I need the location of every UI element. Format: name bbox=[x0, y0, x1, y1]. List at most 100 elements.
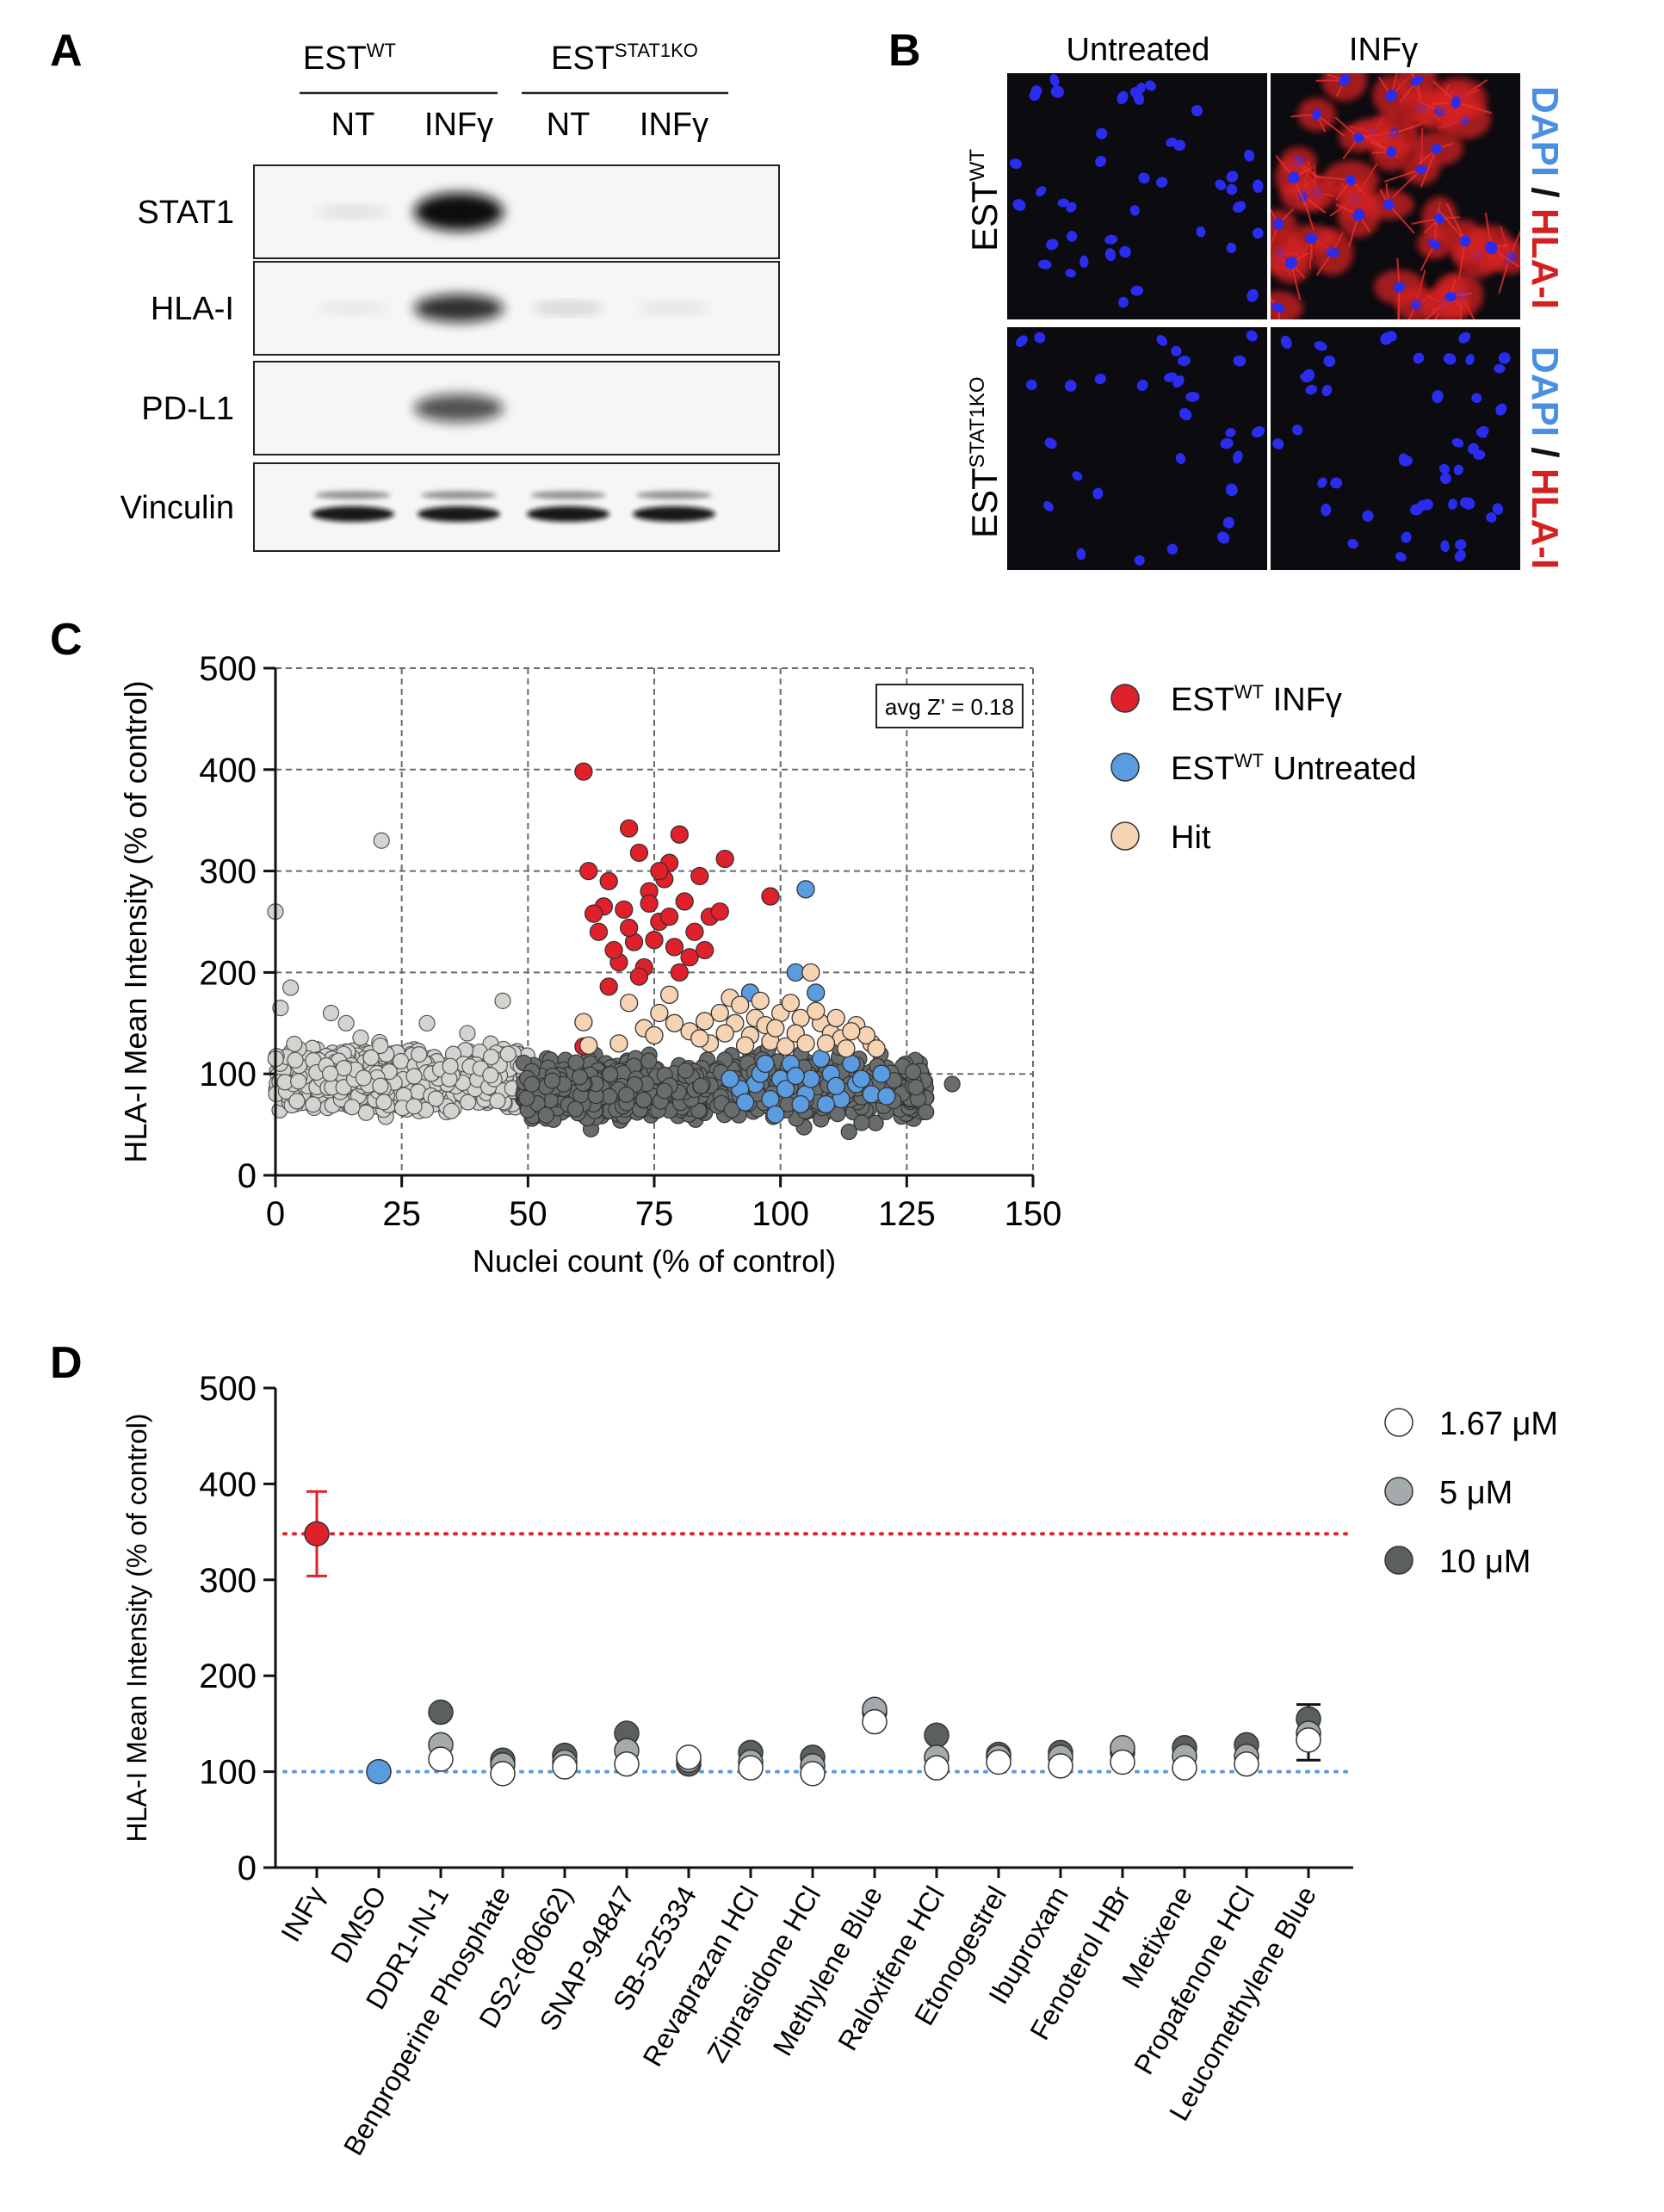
nucleus bbox=[1451, 437, 1464, 448]
lane-label-4: INFγ bbox=[640, 107, 708, 143]
blot-vinculin: Vinculin bbox=[121, 462, 780, 552]
nucleus bbox=[1454, 549, 1466, 562]
point bbox=[659, 907, 679, 926]
hla-process bbox=[1397, 287, 1401, 319]
micrograph-2 bbox=[1271, 73, 1520, 319]
point bbox=[604, 940, 623, 960]
point bbox=[286, 1035, 303, 1053]
point bbox=[791, 1094, 810, 1114]
nucleus bbox=[1486, 512, 1497, 523]
legend-marker bbox=[1110, 821, 1140, 851]
point bbox=[566, 1100, 585, 1118]
point bbox=[670, 825, 689, 844]
column-label-infg: INFγ bbox=[1349, 32, 1418, 68]
nucleus bbox=[1226, 183, 1238, 195]
nucleus bbox=[1129, 205, 1140, 216]
x-tick-label: 25 bbox=[382, 1195, 421, 1233]
nucleus bbox=[1352, 208, 1365, 221]
point bbox=[615, 900, 634, 920]
group-header-ko: ESTSTAT1KO bbox=[551, 40, 698, 77]
y-tick-label: 200 bbox=[199, 1657, 257, 1695]
point bbox=[715, 1024, 734, 1043]
nucleus bbox=[1443, 353, 1457, 365]
point bbox=[629, 967, 649, 986]
point bbox=[543, 1072, 561, 1089]
blot-label: HLA-I bbox=[151, 291, 234, 327]
y-tick-label: 100 bbox=[199, 1056, 257, 1094]
point bbox=[343, 1099, 361, 1116]
hla-process bbox=[1383, 168, 1422, 183]
svg-text:ESTWT: ESTWT bbox=[964, 149, 1005, 251]
point bbox=[851, 1069, 871, 1088]
nucleus bbox=[1065, 380, 1077, 392]
y-tick-label: 0 bbox=[238, 1157, 257, 1195]
point bbox=[645, 1025, 664, 1045]
point bbox=[288, 1093, 306, 1110]
point bbox=[282, 979, 300, 996]
nucleus bbox=[1034, 331, 1046, 344]
point bbox=[670, 963, 689, 982]
point bbox=[375, 1094, 393, 1111]
y-axis-title: HLA-I Mean Intensity (% of control) bbox=[118, 680, 153, 1162]
point bbox=[680, 948, 699, 967]
legend-d: 1.67 μM 5 μM 10 μM bbox=[1384, 1406, 1558, 1580]
svg-text:DAPI / HLA-I: DAPI / HLA-I bbox=[1524, 86, 1566, 309]
nucleus bbox=[1222, 517, 1235, 529]
nucleus bbox=[1178, 356, 1191, 367]
point bbox=[599, 871, 618, 891]
micrograph-content bbox=[1016, 330, 1265, 566]
point bbox=[918, 1103, 935, 1121]
point bbox=[781, 994, 801, 1013]
nucleus bbox=[1057, 198, 1069, 208]
nucleus bbox=[1431, 143, 1443, 154]
point bbox=[872, 1064, 891, 1083]
y-tick-label: 300 bbox=[199, 853, 257, 891]
point bbox=[756, 1054, 775, 1074]
point bbox=[579, 861, 598, 881]
point bbox=[290, 1073, 307, 1090]
point bbox=[791, 1008, 810, 1028]
hla-process bbox=[1361, 133, 1392, 153]
svg-text:ESTSTAT1KO: ESTSTAT1KO bbox=[964, 377, 1005, 538]
nucleus bbox=[1012, 199, 1026, 211]
hla-process bbox=[1437, 208, 1466, 242]
lane-label-2: INFγ bbox=[424, 107, 493, 143]
band bbox=[414, 394, 504, 422]
lane-label-3: NT bbox=[547, 107, 591, 143]
point bbox=[337, 1014, 355, 1032]
nucleus bbox=[1135, 83, 1146, 95]
nucleus bbox=[1009, 158, 1023, 170]
point bbox=[1296, 1727, 1321, 1753]
scatter-chart-c: 0 100 200 300 400 500 0 25 50 75 100 125 150 Nuclei c… bbox=[118, 650, 1061, 1279]
point bbox=[723, 1101, 740, 1118]
micrograph-bg bbox=[1271, 327, 1520, 570]
point bbox=[321, 1065, 339, 1082]
micrograph-content bbox=[1272, 331, 1511, 562]
nucleus bbox=[1045, 239, 1059, 251]
z-prime-box bbox=[875, 684, 1024, 728]
point bbox=[418, 1014, 436, 1032]
point bbox=[589, 922, 609, 941]
point bbox=[696, 940, 714, 960]
y-tick-label: 500 bbox=[199, 1370, 257, 1408]
nucleus bbox=[1284, 257, 1298, 270]
nucleus bbox=[1233, 201, 1246, 214]
nucleus bbox=[1130, 285, 1144, 296]
nucleus bbox=[1415, 164, 1427, 175]
point bbox=[618, 1086, 635, 1103]
nucleus bbox=[1065, 269, 1076, 278]
nucleus bbox=[1413, 352, 1425, 364]
y-tick-label: 100 bbox=[199, 1754, 257, 1792]
point bbox=[1172, 1755, 1197, 1781]
point bbox=[665, 938, 684, 957]
point bbox=[489, 1092, 506, 1110]
hla-process bbox=[1420, 148, 1438, 188]
point bbox=[620, 819, 639, 838]
nucleus bbox=[1448, 499, 1457, 510]
nucleus bbox=[1495, 403, 1507, 416]
point bbox=[665, 1013, 684, 1032]
point bbox=[735, 1036, 755, 1055]
band bbox=[414, 193, 504, 231]
point bbox=[715, 849, 734, 869]
point bbox=[640, 894, 659, 913]
